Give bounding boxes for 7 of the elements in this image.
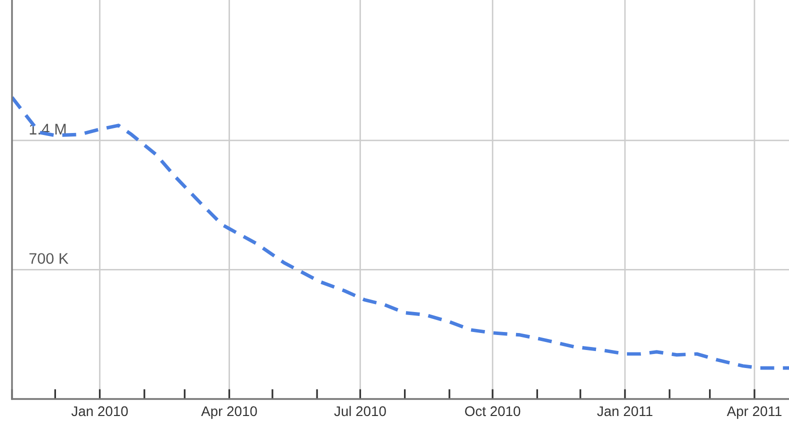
x-tick-label: Oct 2010 bbox=[465, 406, 520, 416]
y-tick-label: 700 K bbox=[29, 253, 68, 264]
x-tick-label: Jan 2011 bbox=[597, 406, 652, 416]
x-tick-label: Apr 2010 bbox=[201, 406, 257, 419]
x-tick-label: Jul 2010 bbox=[334, 406, 386, 416]
x-tick-label: Jan 2010 bbox=[71, 406, 128, 416]
x-tick-label: Apr 2011 bbox=[726, 406, 782, 419]
